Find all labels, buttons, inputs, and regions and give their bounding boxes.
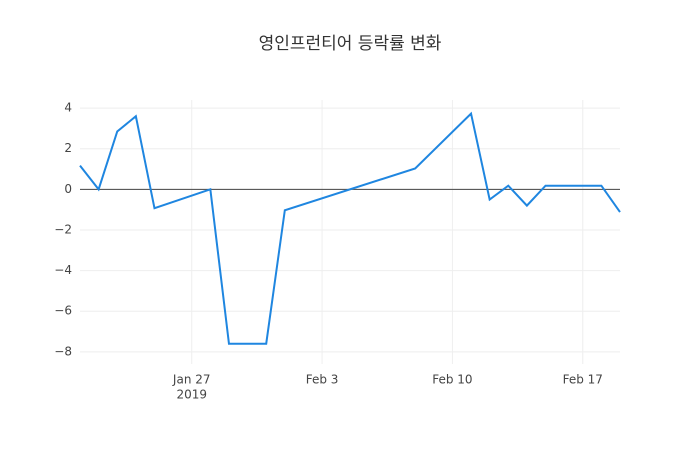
x-tick-label: Feb 10	[432, 373, 472, 387]
y-tick-label: 4	[64, 101, 72, 115]
y-tick-label: −4	[54, 263, 72, 277]
line	[79, 111, 621, 345]
x-tick-label: Jan 27	[172, 373, 211, 387]
y-tick-label: −6	[54, 304, 72, 318]
y-tick-label: −8	[54, 344, 72, 358]
x-tick-sublabel: 2019	[176, 388, 207, 402]
chart-title: 영인프런티어 등락률 변화	[259, 34, 442, 54]
y-tick-label: 2	[64, 141, 72, 155]
x-tick-label: Feb 3	[306, 373, 339, 387]
x-tick-label: Feb 17	[563, 373, 603, 387]
y-tick-label: −2	[54, 222, 72, 236]
y-tick-label: 0	[64, 182, 72, 196]
